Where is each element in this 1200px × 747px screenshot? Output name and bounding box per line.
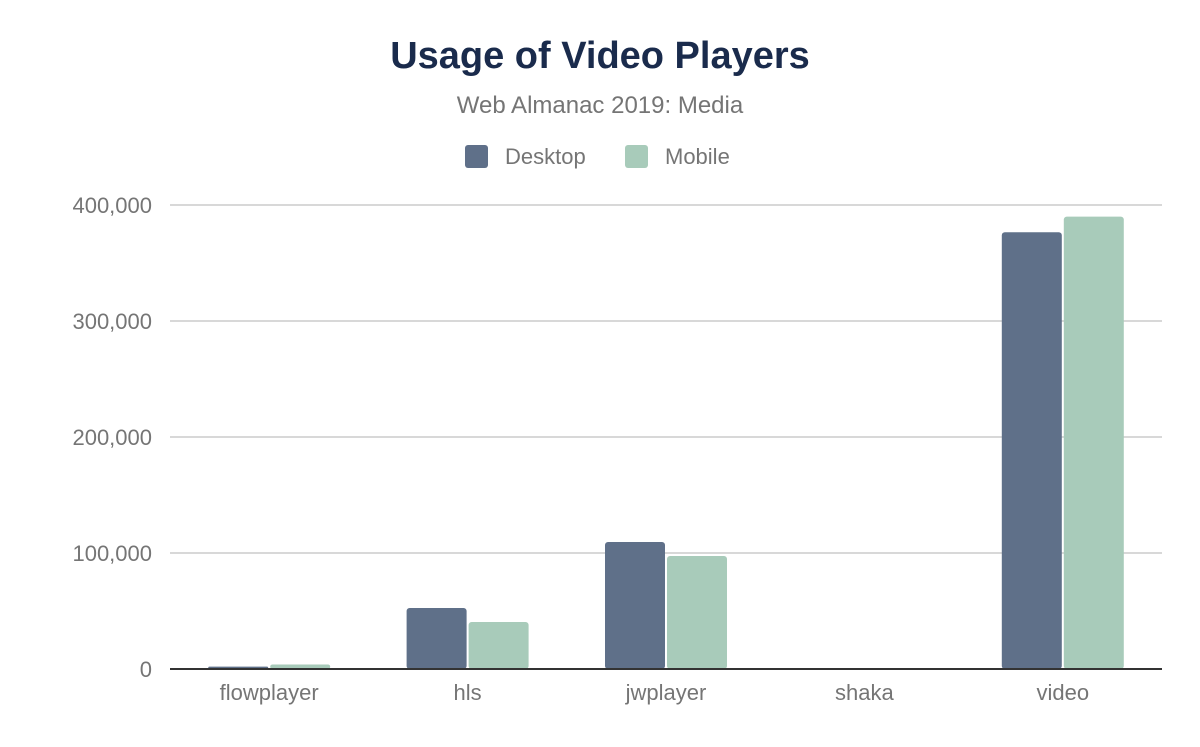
x-tick-label: flowplayer <box>220 680 319 705</box>
legend-swatch <box>465 145 488 168</box>
bar-desktop-hls <box>406 607 467 669</box>
chart-subtitle: Web Almanac 2019: Media <box>457 92 744 119</box>
x-tick-label: shaka <box>835 680 894 705</box>
y-tick-label: 200,000 <box>72 425 152 450</box>
bar-mobile-jwplayer <box>667 556 727 669</box>
bar-mobile-hls <box>468 622 529 669</box>
y-tick-label: 0 <box>140 657 152 682</box>
y-tick-label: 300,000 <box>72 309 152 334</box>
x-axis-labels: flowplayer hls jwplayer shaka video <box>220 680 1089 705</box>
bars <box>170 216 1162 670</box>
legend-swatch <box>625 145 648 168</box>
grid: 0 100,000 200,000 300,000 400,000 <box>72 193 1162 682</box>
x-tick-label: hls <box>454 680 482 705</box>
legend-label: Desktop <box>505 144 586 169</box>
bar-mobile-flowplayer <box>270 664 331 669</box>
y-tick-label: 400,000 <box>72 193 152 218</box>
legend: Desktop Mobile <box>465 144 730 169</box>
legend-label: Mobile <box>665 144 730 169</box>
chart-title: Usage of Video Players <box>390 35 810 77</box>
x-tick-label: jwplayer <box>625 680 707 705</box>
x-tick-label: video <box>1037 680 1090 705</box>
bar-desktop-video <box>1001 232 1062 669</box>
y-tick-label: 100,000 <box>72 541 152 566</box>
bar-mobile-video <box>1063 216 1124 669</box>
bar-desktop-jwplayer <box>605 541 665 669</box>
